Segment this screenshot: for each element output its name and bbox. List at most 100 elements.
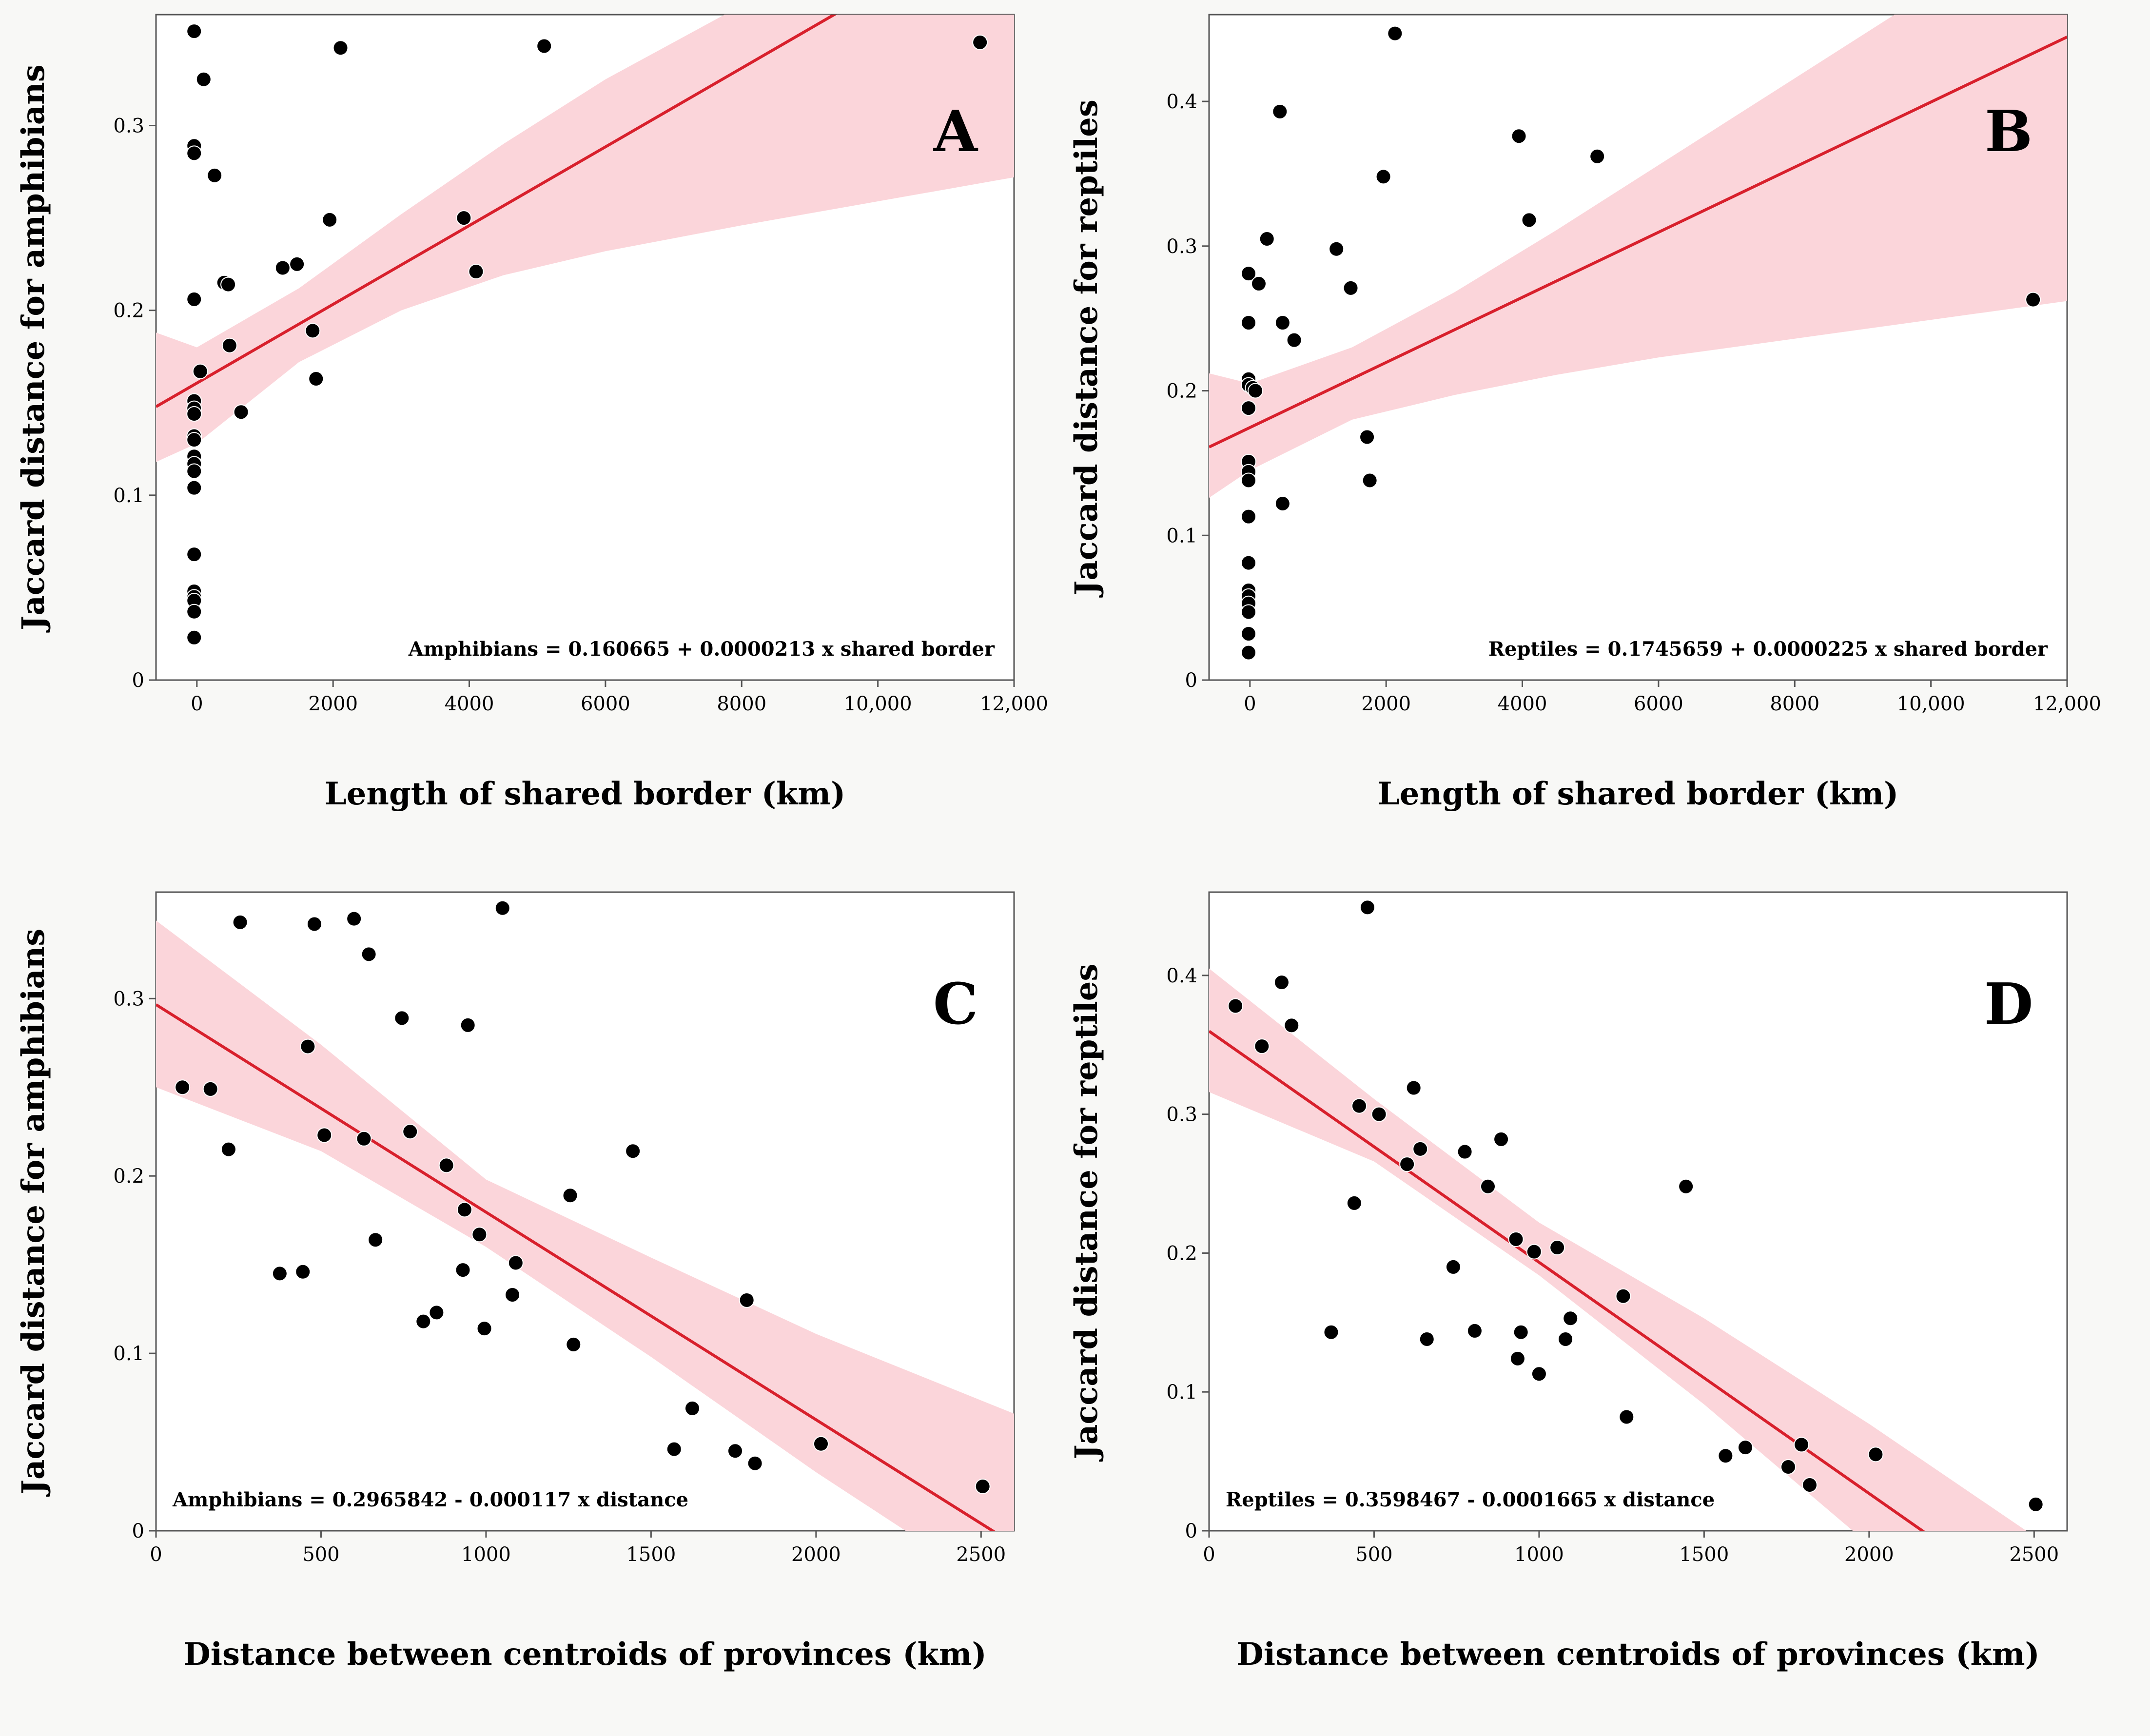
data-point-d-4 <box>1323 1324 1339 1340</box>
y-tick-label-c-3: 0.3 <box>113 988 144 1010</box>
data-point-c-26 <box>562 1188 578 1204</box>
data-point-d-25 <box>1563 1310 1579 1326</box>
x-tick-label-c-0: 0 <box>150 1543 162 1566</box>
data-point-d-5 <box>1346 1195 1362 1211</box>
data-point-a-26 <box>274 260 291 276</box>
data-point-a-8 <box>221 337 237 353</box>
x-axis-title-c: Distance between centroids of provinces … <box>183 1636 987 1673</box>
data-point-c-25 <box>508 1255 524 1271</box>
data-point-d-0 <box>1228 998 1244 1014</box>
x-tick-label-b-0: 0 <box>1244 693 1256 715</box>
data-point-a-33 <box>468 264 484 280</box>
data-point-b-25 <box>1241 508 1257 525</box>
data-point-c-8 <box>316 1127 332 1143</box>
data-point-d-32 <box>1794 1437 1810 1453</box>
data-point-d-3 <box>1284 1017 1300 1034</box>
data-point-d-35 <box>2028 1496 2044 1512</box>
data-point-d-34 <box>1868 1446 1884 1463</box>
x-axis-title-a: Length of shared border (km) <box>325 776 846 812</box>
y-tick-label-d-1: 0.1 <box>1166 1381 1197 1404</box>
data-point-d-11 <box>1412 1141 1428 1157</box>
panel-letter-a: A <box>933 98 978 165</box>
data-point-a-4 <box>207 167 223 183</box>
data-point-c-2 <box>220 1141 236 1157</box>
data-point-d-18 <box>1508 1231 1524 1247</box>
y-tick-label-d-0: 0 <box>1185 1520 1197 1542</box>
data-point-c-10 <box>356 1131 372 1147</box>
data-point-d-1 <box>1254 1038 1270 1054</box>
data-point-a-30 <box>322 212 338 228</box>
data-point-b-7 <box>1329 241 1345 257</box>
panel-letter-d: D <box>1984 971 2033 1037</box>
data-point-d-23 <box>1549 1240 1565 1256</box>
data-point-d-6 <box>1351 1098 1367 1114</box>
x-axis-title-d: Distance between centroids of provinces … <box>1236 1636 2040 1673</box>
y-axis-title-d: Jaccard distance for reptiles <box>1068 964 1105 1462</box>
x-tick-label-c-5: 2500 <box>956 1543 1006 1566</box>
data-point-d-7 <box>1359 899 1375 916</box>
panel-b: 0 2000 4000 6000 8000 10,000 12,000 0 0.1 0.2 0.3 0… <box>1068 14 2101 812</box>
data-point-d-24 <box>1558 1331 1574 1347</box>
data-point-c-19 <box>456 1202 472 1218</box>
x-tick-label-a-4: 8000 <box>717 693 766 715</box>
regression-equation-b: Reptiles = 0.1745659 + 0.0000225 x share… <box>1488 638 2048 661</box>
data-point-c-3 <box>232 914 248 930</box>
data-point-c-17 <box>438 1157 454 1173</box>
regression-equation-c: Amphibians = 0.2965842 - 0.000117 x dist… <box>172 1488 688 1511</box>
data-point-d-9 <box>1399 1156 1415 1172</box>
confidence-band-a <box>156 15 1014 462</box>
y-tick-label-c-2: 0.2 <box>113 1165 144 1188</box>
data-point-b-10 <box>1343 280 1359 296</box>
data-point-a-0 <box>186 23 202 39</box>
data-point-d-27 <box>1619 1409 1635 1425</box>
data-point-b-24 <box>1274 495 1290 511</box>
y-tick-label-d-4: 0.4 <box>1166 965 1197 987</box>
data-point-c-20 <box>460 1017 476 1033</box>
data-point-c-1 <box>202 1081 218 1097</box>
y-tick-label-a-2: 0.2 <box>113 300 144 322</box>
x-tick-label-b-5: 10,000 <box>1897 693 1965 715</box>
data-point-b-22 <box>1241 472 1257 488</box>
y-tick-label-b-2: 0.2 <box>1166 380 1197 403</box>
data-point-c-21 <box>471 1227 488 1243</box>
data-point-d-22 <box>1531 1366 1547 1382</box>
data-point-b-26 <box>1241 555 1257 571</box>
regression-line-b <box>1209 36 2067 449</box>
data-point-b-2 <box>1511 128 1527 144</box>
x-axis-title-b: Length of shared border (km) <box>1378 776 1899 812</box>
panel-d: 0 500 1000 1500 2000 2500 0 0.1 0.2 0.3 0.4 Distanc… <box>1068 891 2068 1673</box>
y-tick-label-a-0: 0 <box>132 669 144 692</box>
confidence-band-b <box>1209 15 2067 498</box>
x-tick-label-d-5: 2500 <box>2009 1543 2059 1566</box>
data-point-b-8 <box>1241 266 1257 282</box>
data-point-d-17 <box>1493 1131 1509 1147</box>
regression-equation-d: Reptiles = 0.3598467 - 0.0001665 x dista… <box>1226 1488 1715 1511</box>
y-tick-label-b-3: 0.3 <box>1166 235 1197 258</box>
y-axis-title-b: Jaccard distance for reptiles <box>1068 99 1105 598</box>
x-tick-label-a-3: 6000 <box>581 693 630 715</box>
y-tick-label-d-2: 0.2 <box>1166 1242 1197 1265</box>
x-tick-label-a-5: 10,000 <box>844 693 912 715</box>
x-tick-label-b-4: 8000 <box>1770 693 1819 715</box>
x-tick-label-d-4: 2000 <box>1844 1543 1894 1566</box>
data-point-d-8 <box>1371 1106 1387 1122</box>
panel-letter-c: C <box>933 971 978 1037</box>
data-point-c-24 <box>505 1287 521 1303</box>
data-point-c-14 <box>402 1124 418 1140</box>
data-point-b-6 <box>1259 231 1275 247</box>
data-point-b-4 <box>1375 169 1391 185</box>
data-point-a-27 <box>289 256 305 272</box>
panel-a: 0 2000 4000 6000 8000 10,000 12,000 0 0.1 0.2 0.3 L… <box>15 14 1048 812</box>
x-tick-label-a-6: 12,000 <box>980 693 1048 715</box>
data-point-b-5 <box>1521 212 1537 228</box>
data-point-d-33 <box>1802 1477 1818 1493</box>
panel-c: 0 500 1000 1500 2000 2500 0 0.1 0.2 0.3 Distance b… <box>15 891 1015 1673</box>
data-point-d-19 <box>1509 1350 1525 1366</box>
x-tick-label-b-2: 4000 <box>1498 693 1547 715</box>
data-point-a-7 <box>220 276 236 293</box>
x-tick-label-a-1: 2000 <box>308 693 358 715</box>
data-point-c-34 <box>813 1436 829 1452</box>
data-point-b-33 <box>2025 292 2041 308</box>
data-point-a-31 <box>332 40 349 56</box>
